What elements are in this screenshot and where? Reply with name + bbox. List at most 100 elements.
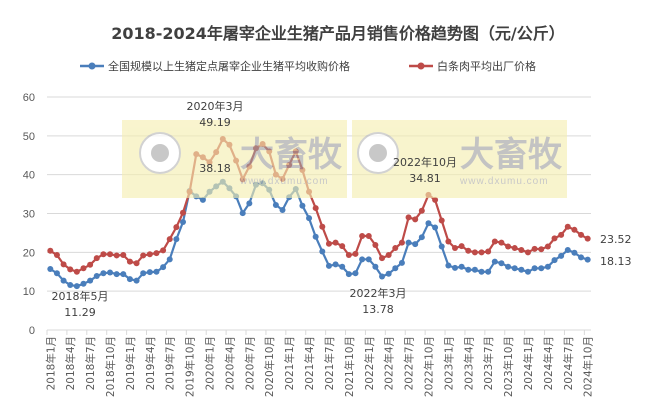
- data-point: [352, 250, 359, 257]
- data-point: [180, 209, 186, 216]
- data-point: [471, 266, 478, 273]
- data-point: [518, 266, 525, 273]
- data-point: [100, 251, 107, 258]
- series-line-0: [49, 180, 589, 288]
- x-tick-label: 2021年7月: [323, 336, 336, 390]
- x-tick-label: 2022年4月: [383, 336, 396, 390]
- data-point: [140, 270, 147, 277]
- data-point: [458, 263, 465, 270]
- data-point: [578, 231, 585, 238]
- data-point: [571, 226, 578, 233]
- annotation-value: 38.18: [199, 162, 231, 175]
- data-point: [498, 260, 505, 267]
- data-point: [120, 252, 127, 259]
- data-point: [113, 252, 120, 259]
- watermark-brand: 大畜牧: [240, 135, 343, 175]
- data-point: [140, 252, 147, 259]
- y-tick-label: 20: [23, 247, 35, 259]
- x-tick-label: 2021年1月: [283, 336, 296, 390]
- data-point: [53, 270, 60, 277]
- x-tick-label: 2020年10月: [263, 336, 276, 397]
- data-point: [531, 265, 538, 272]
- data-point: [452, 245, 458, 252]
- data-point: [100, 270, 107, 277]
- data-point: [73, 268, 80, 275]
- data-point: [47, 266, 54, 273]
- data-point: [345, 271, 352, 278]
- annotation-value: 11.29: [64, 306, 96, 319]
- data-point: [551, 257, 558, 264]
- data-point: [120, 271, 127, 278]
- data-point: [445, 262, 452, 269]
- data-point: [67, 266, 74, 273]
- legend-marker-purchase: [88, 62, 96, 70]
- annotation-value: 49.19: [199, 116, 231, 129]
- data-point: [146, 251, 153, 258]
- data-point: [511, 245, 518, 252]
- data-point: [551, 235, 558, 242]
- y-tick-label: 30: [23, 209, 35, 221]
- data-point: [398, 239, 405, 246]
- data-point: [60, 261, 67, 268]
- x-axis: 2018年1月 2018年4月 2018年7月 2018年10月 2019年1月 2019…: [44, 330, 595, 397]
- x-tick-label: 2022年7月: [403, 336, 416, 390]
- x-tick-label: 2023年7月: [482, 336, 495, 390]
- data-point: [398, 259, 405, 266]
- y-tick-label: 0: [29, 325, 35, 337]
- y-tick-label: 40: [23, 170, 35, 182]
- legend-label-purchase: 全国规模以上生猪定点屠宰企业生猪平均收购价格: [108, 59, 350, 73]
- data-point: [452, 264, 458, 271]
- series-line-1: [49, 137, 589, 273]
- data-point: [524, 249, 531, 256]
- data-point: [365, 233, 372, 240]
- data-point: [412, 216, 419, 223]
- data-point: [485, 248, 492, 255]
- legend-label-wholesale: 白条肉平均出厂价格: [437, 59, 536, 73]
- data-point: [405, 214, 412, 221]
- data-point: [392, 265, 399, 272]
- x-tick-label: 2020年1月: [204, 336, 217, 390]
- x-tick-label: 2024年10月: [582, 336, 595, 397]
- data-point: [544, 243, 551, 250]
- data-point: [412, 241, 419, 248]
- x-tick-label: 2019年7月: [164, 336, 177, 390]
- data-point: [571, 249, 578, 256]
- annotation-month: 2022年10月: [393, 155, 457, 169]
- data-point: [339, 263, 346, 270]
- x-tick-label: 2018年4月: [64, 336, 77, 390]
- data-point: [306, 215, 313, 222]
- data-point: [93, 255, 100, 262]
- data-point: [432, 196, 439, 203]
- data-point: [180, 219, 186, 226]
- data-point: [199, 196, 206, 203]
- data-point: [107, 269, 114, 276]
- data-point: [146, 269, 153, 276]
- data-point: [538, 265, 545, 272]
- x-tick-label: 2021年10月: [343, 336, 356, 397]
- annotation-value: 23.52: [600, 233, 632, 246]
- x-tick-label: 2021年4月: [303, 336, 316, 390]
- annotation-value: 18.13: [600, 255, 632, 268]
- data-point: [325, 262, 332, 269]
- data-point: [80, 265, 87, 272]
- x-tick-label: 2019年4月: [144, 336, 157, 390]
- x-tick-label: 2023年10月: [502, 336, 515, 397]
- data-point: [299, 202, 306, 209]
- data-point: [465, 247, 472, 254]
- legend: 全国规模以上生猪定点屠宰企业生猪平均收购价格 白条肉平均出厂价格: [80, 59, 536, 73]
- x-tick-label: 2024年4月: [542, 336, 555, 390]
- data-point: [564, 247, 571, 254]
- data-point: [385, 252, 392, 259]
- data-point: [505, 243, 512, 250]
- data-point: [67, 281, 74, 288]
- data-point: [246, 200, 253, 207]
- data-point: [392, 245, 399, 252]
- data-point: [418, 207, 425, 214]
- watermark-url: www.dxumu.com: [239, 176, 329, 187]
- data-point: [319, 223, 326, 230]
- data-point: [160, 247, 167, 254]
- annotation-month: 2018年5月: [52, 289, 109, 303]
